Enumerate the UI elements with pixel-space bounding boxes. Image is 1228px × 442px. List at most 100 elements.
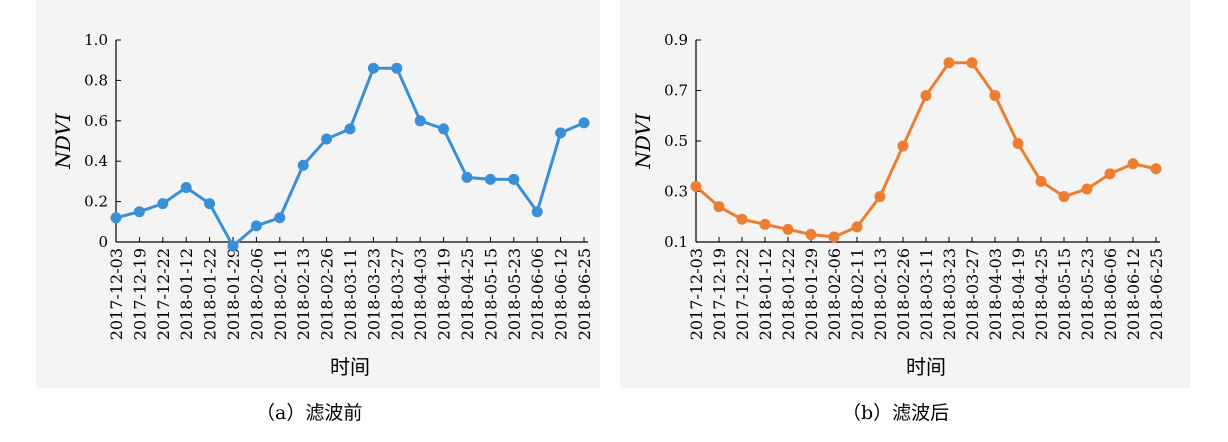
x-tick-label: 2018-06-25 <box>1147 248 1166 340</box>
data-point <box>250 220 262 232</box>
data-point <box>828 231 840 243</box>
y-tick-label: 0.7 <box>664 82 688 100</box>
data-point <box>851 221 863 233</box>
data-point <box>874 191 886 203</box>
data-point <box>805 228 817 240</box>
x-tick-label: 2017-12-19 <box>710 248 729 340</box>
x-tick-label: 2018-02-11 <box>848 248 867 340</box>
y-tick-label: 0.8 <box>84 71 108 89</box>
data-point <box>897 140 909 152</box>
x-tick-label: 2017-12-19 <box>130 248 149 340</box>
x-tick-label: 2018-02-26 <box>318 248 337 340</box>
data-point <box>578 117 590 129</box>
x-tick-label: 2018-01-29 <box>224 248 243 340</box>
data-point <box>1012 138 1024 150</box>
data-point <box>438 123 450 135</box>
y-tick-label: 0.4 <box>84 152 108 170</box>
data-point <box>344 123 356 135</box>
data-point <box>110 212 122 224</box>
x-tick-label: 2018-04-19 <box>1009 248 1028 340</box>
chart-panel-after: 0.1 0.3 0.5 0.7 0.9 2017-12-03 2017-12-19 2017-… <box>620 0 1190 388</box>
data-point <box>1150 163 1162 175</box>
x-tick-label: 2018-03-23 <box>364 248 383 340</box>
x-tick-label: 2018-05-15 <box>481 248 500 340</box>
data-point <box>1081 183 1093 195</box>
x-tick-label: 2018-03-23 <box>940 248 959 340</box>
x-tick-label: 2017-12-22 <box>733 248 752 340</box>
data-point <box>531 206 543 218</box>
x-tick-label: 2018-01-12 <box>177 248 196 340</box>
x-axis-title: 时间 <box>906 355 946 379</box>
data-point <box>555 127 567 139</box>
data-point <box>920 90 932 102</box>
data-point <box>204 198 216 210</box>
series-line <box>115 66 585 248</box>
data-point <box>321 133 333 145</box>
data-point <box>227 240 239 252</box>
x-tick-label: 2018-06-06 <box>528 248 547 340</box>
chart-panel-before: 0 0.2 0.4 0.6 0.8 1.0 2017-12-03 2017-12-19 2017… <box>36 0 600 388</box>
x-tick-label: 2017-12-22 <box>154 248 173 340</box>
data-point <box>1058 191 1070 203</box>
y-axis-title: NDVI <box>631 112 655 170</box>
x-tick-label: 2018-02-11 <box>271 248 290 340</box>
series-line <box>695 61 1157 239</box>
y-tick-label: 0.1 <box>664 233 688 251</box>
x-tick-label: 2018-04-25 <box>1032 248 1051 340</box>
y-axis-title: NDVI <box>51 112 75 170</box>
x-tick-label: 2017-12-03 <box>687 248 706 340</box>
data-point <box>461 171 473 183</box>
data-point <box>391 62 403 74</box>
data-point <box>966 57 978 69</box>
x-tick-label: 2018-01-22 <box>201 248 220 340</box>
x-tick-label: 2018-01-22 <box>779 248 798 340</box>
data-point <box>782 223 794 235</box>
data-point <box>1035 175 1047 187</box>
data-point <box>414 115 426 127</box>
y-tick-label: 0 <box>98 233 108 251</box>
y-tick-label: 1.0 <box>84 31 108 49</box>
y-tick-label: 0.3 <box>664 183 688 201</box>
data-point <box>180 181 192 193</box>
x-tick-label: 2018-06-12 <box>1124 248 1143 340</box>
y-tick-label: 0.6 <box>84 112 108 130</box>
data-point <box>297 159 309 171</box>
caption-after: （b）滤波后 <box>842 402 950 424</box>
x-tick-label: 2018-02-06 <box>247 248 266 340</box>
data-point <box>508 173 520 185</box>
x-tick-label: 2018-05-15 <box>1055 248 1074 340</box>
data-point <box>736 213 748 225</box>
x-tick-label: 2018-02-06 <box>825 248 844 340</box>
data-point <box>989 90 1001 102</box>
x-tick-label: 2018-06-06 <box>1101 248 1120 340</box>
x-tick-label: 2018-02-26 <box>894 248 913 340</box>
x-tick-label: 2018-01-12 <box>756 248 775 340</box>
x-tick-label: 2018-04-03 <box>411 248 430 340</box>
data-point <box>157 198 169 210</box>
x-tick-label: 2018-05-23 <box>505 248 524 340</box>
y-tick-label: 0.9 <box>664 31 688 49</box>
y-tick-label: 0.2 <box>84 193 108 211</box>
x-tick-label: 2018-02-13 <box>871 248 890 340</box>
data-point <box>759 218 771 230</box>
data-point <box>713 201 725 213</box>
data-point <box>274 212 286 224</box>
x-tick-label: 2018-04-03 <box>986 248 1005 340</box>
x-tick-label: 2018-03-27 <box>388 248 407 340</box>
y-tick-label: 0.5 <box>664 132 688 150</box>
x-tick-label: 2018-05-23 <box>1078 248 1097 340</box>
data-point <box>133 206 145 218</box>
x-tick-label: 2018-04-25 <box>458 248 477 340</box>
caption-before: （a）滤波前 <box>256 402 363 424</box>
x-tick-label: 2018-03-11 <box>917 248 936 340</box>
x-tick-label: 2017-12-03 <box>107 248 126 340</box>
x-tick-label: 2018-04-19 <box>435 248 454 340</box>
data-point <box>367 62 379 74</box>
x-tick-label: 2018-06-12 <box>552 248 571 340</box>
x-axis-title: 时间 <box>330 355 370 379</box>
x-tick-label: 2018-03-11 <box>341 248 360 340</box>
data-point <box>690 180 702 192</box>
x-tick-label: 2018-06-25 <box>575 248 594 340</box>
x-tick-label: 2018-02-13 <box>294 248 313 340</box>
data-point <box>1104 168 1116 180</box>
